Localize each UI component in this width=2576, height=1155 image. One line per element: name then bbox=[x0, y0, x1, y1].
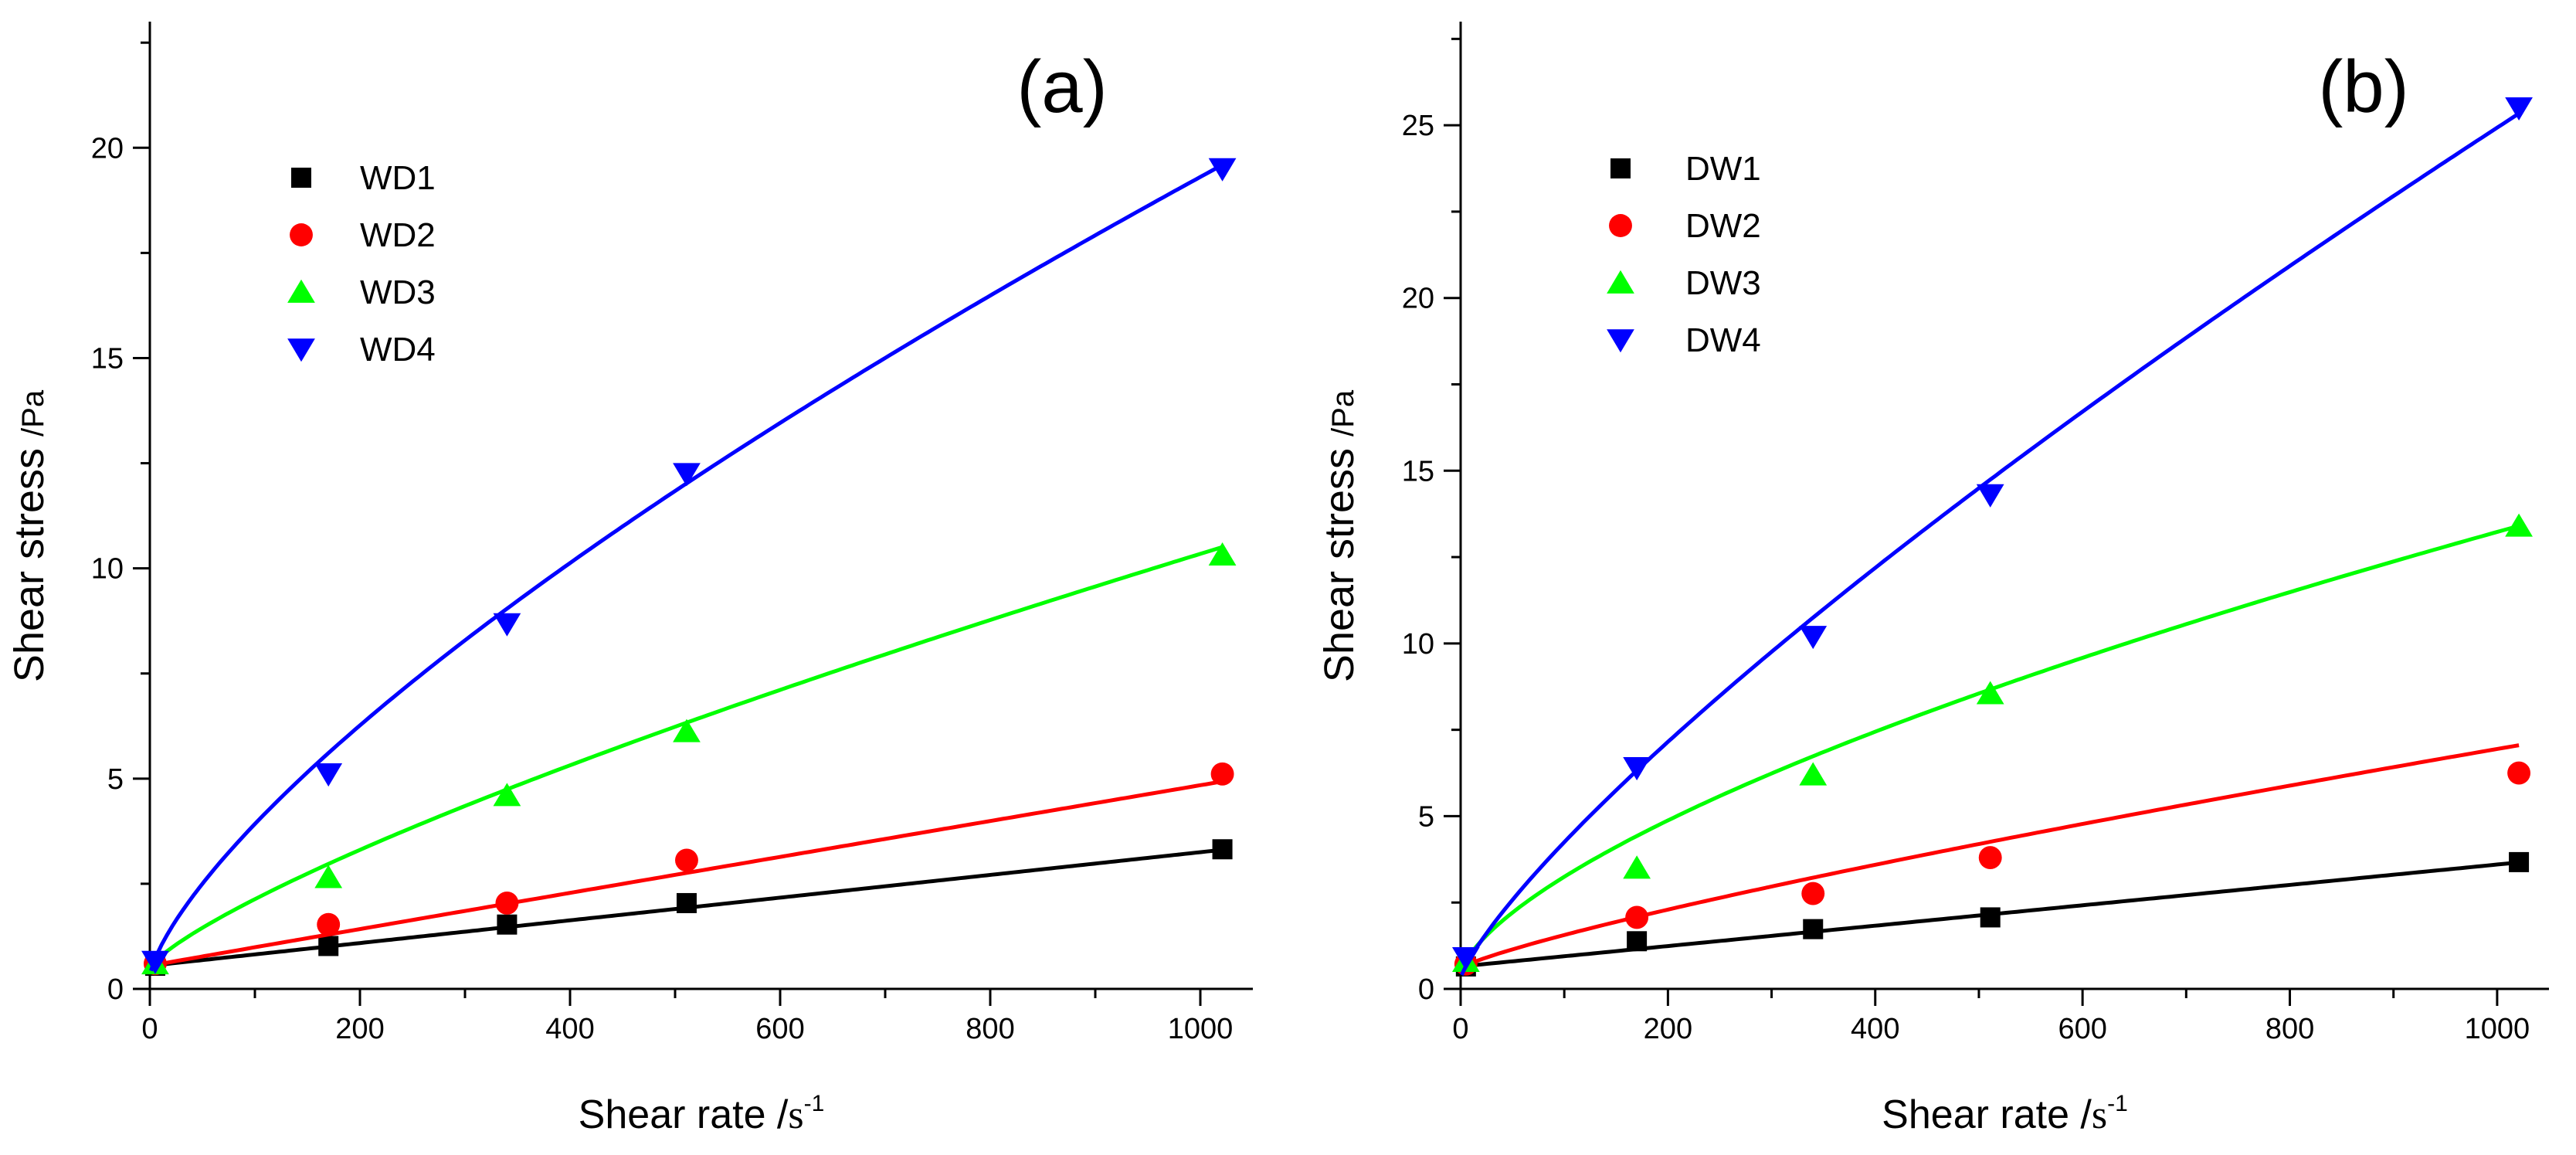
data-point-wd2 bbox=[317, 912, 341, 936]
x-tick-label: 800 bbox=[966, 1013, 1014, 1045]
data-point-wd1 bbox=[497, 914, 518, 935]
y-tick-label: 0 bbox=[1418, 973, 1434, 1006]
data-point-dw2 bbox=[1801, 882, 1825, 905]
y-tick-label: 15 bbox=[1402, 455, 1434, 487]
data-point-wd3 bbox=[673, 718, 701, 742]
y-tick-label: 0 bbox=[107, 973, 124, 1006]
y-axis-label: Shear stress /Pa bbox=[6, 389, 53, 682]
data-point-dw3 bbox=[1976, 681, 2004, 705]
data-point-dw4 bbox=[1976, 484, 2004, 508]
data-point-dw2 bbox=[2507, 761, 2531, 785]
data-point-dw1 bbox=[1803, 919, 1824, 939]
data-point-dw4 bbox=[1623, 757, 1651, 781]
legend-label-dw4: DW4 bbox=[1685, 321, 1761, 359]
y-tick-label: 10 bbox=[1402, 628, 1434, 661]
y-tick-label: 20 bbox=[1402, 283, 1434, 315]
data-point-dw4 bbox=[1799, 626, 1828, 650]
data-point-wd1 bbox=[676, 892, 697, 913]
legend-label-wd4: WD4 bbox=[360, 331, 436, 369]
data-point-wd4 bbox=[673, 463, 701, 487]
data-point-wd3 bbox=[314, 865, 343, 888]
legend-label-dw3: DW3 bbox=[1685, 264, 1761, 302]
data-point-dw1 bbox=[2509, 851, 2530, 872]
x-tick-label: 1000 bbox=[2465, 1013, 2530, 1045]
legend-marker-wd4 bbox=[287, 338, 315, 362]
x-tick-label: 600 bbox=[755, 1013, 804, 1045]
y-axis-label: Shear stress /Pa bbox=[1316, 389, 1363, 682]
y-tick-label: 15 bbox=[91, 342, 124, 375]
chart-panel-b: 0 200 400 600 800 1000 0 5 10 15 20 25 Shear rate /s… bbox=[1316, 22, 2549, 1137]
data-point-wd3 bbox=[1208, 542, 1237, 566]
legend-label-dw2: DW2 bbox=[1685, 207, 1761, 245]
y-tick-label: 20 bbox=[91, 132, 124, 165]
x-axis-label: Shear rate /s-1 bbox=[1882, 1091, 2128, 1137]
x-tick-label: 200 bbox=[1644, 1013, 1692, 1045]
data-point-wd4 bbox=[141, 950, 169, 974]
legend-marker-dw1 bbox=[1610, 158, 1631, 178]
legend-marker-dw2 bbox=[1609, 214, 1632, 237]
data-point-dw2 bbox=[1625, 905, 1649, 929]
x-tick-label: 400 bbox=[1851, 1013, 1899, 1045]
data-point-dw4 bbox=[1451, 946, 1480, 971]
fit-curve-dw3 bbox=[1460, 524, 2520, 971]
data-point-wd2 bbox=[1210, 762, 1234, 786]
x-tick-label: 600 bbox=[2058, 1013, 2106, 1045]
legend-label-wd3: WD3 bbox=[360, 273, 436, 311]
panel-label: (b) bbox=[2318, 46, 2408, 128]
data-point-wd2 bbox=[675, 848, 698, 872]
legend-label-wd1: WD1 bbox=[360, 159, 436, 197]
x-tick-label: 0 bbox=[141, 1013, 158, 1045]
data-point-wd1 bbox=[1212, 839, 1233, 860]
y-tick-label: 5 bbox=[107, 763, 124, 796]
data-point-dw3 bbox=[2505, 513, 2533, 537]
data-point-wd4 bbox=[314, 763, 343, 787]
x-tick-label: 800 bbox=[2265, 1013, 2314, 1045]
panel-label: (a) bbox=[1016, 46, 1107, 128]
legend-marker-wd3 bbox=[287, 279, 315, 303]
y-tick-label: 10 bbox=[91, 553, 124, 586]
data-point-wd3 bbox=[493, 783, 521, 807]
data-point-dw1 bbox=[1627, 931, 1648, 952]
data-point-dw1 bbox=[1980, 907, 2001, 928]
data-point-dw4 bbox=[2505, 97, 2533, 121]
x-tick-label: 200 bbox=[335, 1013, 384, 1045]
legend-label-wd2: WD2 bbox=[360, 216, 436, 254]
x-tick-label: 400 bbox=[545, 1013, 594, 1045]
legend-marker-dw4 bbox=[1607, 329, 1634, 353]
legend-label-dw1: DW1 bbox=[1685, 150, 1761, 188]
data-point-wd1 bbox=[318, 936, 339, 956]
data-point-dw3 bbox=[1623, 855, 1651, 879]
x-tick-label: 1000 bbox=[1168, 1013, 1234, 1045]
y-tick-label: 5 bbox=[1418, 800, 1434, 833]
legend-marker-dw3 bbox=[1607, 270, 1634, 294]
x-tick-label: 0 bbox=[1452, 1013, 1468, 1045]
chart-panel-a: 0 200 400 600 800 1000 0 5 10 15 20 Shear rate /s-1… bbox=[6, 22, 1253, 1137]
y-tick-label: 25 bbox=[1402, 110, 1434, 142]
data-point-dw2 bbox=[1978, 846, 2002, 870]
data-point-dw3 bbox=[1799, 762, 1828, 786]
x-axis-label: Shear rate /s-1 bbox=[579, 1091, 825, 1137]
legend-marker-wd2 bbox=[290, 223, 313, 246]
data-point-wd4 bbox=[1208, 158, 1237, 182]
data-point-wd2 bbox=[495, 892, 519, 915]
legend-marker-wd1 bbox=[291, 168, 311, 188]
data-point-wd4 bbox=[493, 613, 521, 637]
